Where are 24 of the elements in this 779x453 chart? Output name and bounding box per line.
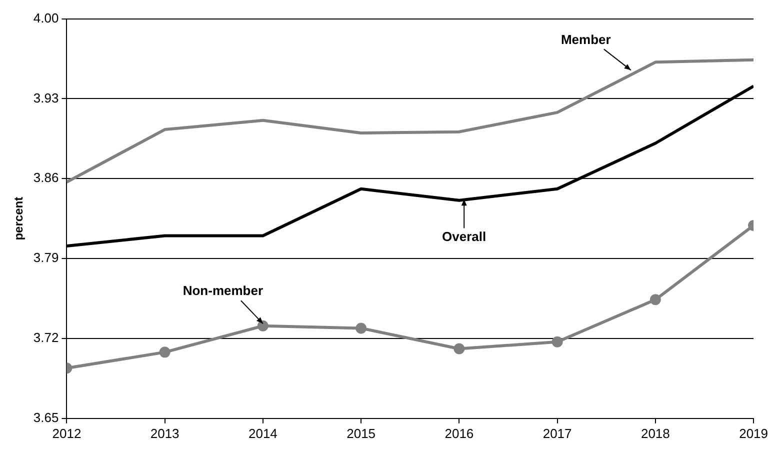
x-tick-label: 2019 xyxy=(739,426,768,441)
point xyxy=(552,336,563,348)
x-tick-label: 2012 xyxy=(52,426,82,441)
annotation: Member xyxy=(560,32,611,47)
point xyxy=(650,294,661,306)
x-tick-label: 2013 xyxy=(150,426,180,441)
y-tick-label: 3.79 xyxy=(33,250,59,266)
annotation: Non-member xyxy=(182,283,264,298)
point xyxy=(159,346,170,358)
point xyxy=(454,343,465,354)
y-tick-label: 3.72 xyxy=(33,330,59,346)
annotation: Overall xyxy=(442,228,486,244)
x-tick-label: 2018 xyxy=(640,426,670,441)
y-axis-title: percent xyxy=(12,196,26,240)
x-tick-label: 2015 xyxy=(346,426,376,441)
x-tick-label: 2014 xyxy=(248,426,278,441)
y-tick-label: 3.65 xyxy=(33,410,59,425)
y-tick-label: 3.93 xyxy=(33,90,59,106)
y-tick-label: 4.00 xyxy=(33,10,59,26)
point xyxy=(356,322,367,334)
x-tick-label: 2017 xyxy=(542,426,572,441)
x-tick-label: 2016 xyxy=(444,426,474,441)
point xyxy=(257,320,268,332)
y-tick-label: 3.86 xyxy=(33,170,59,186)
